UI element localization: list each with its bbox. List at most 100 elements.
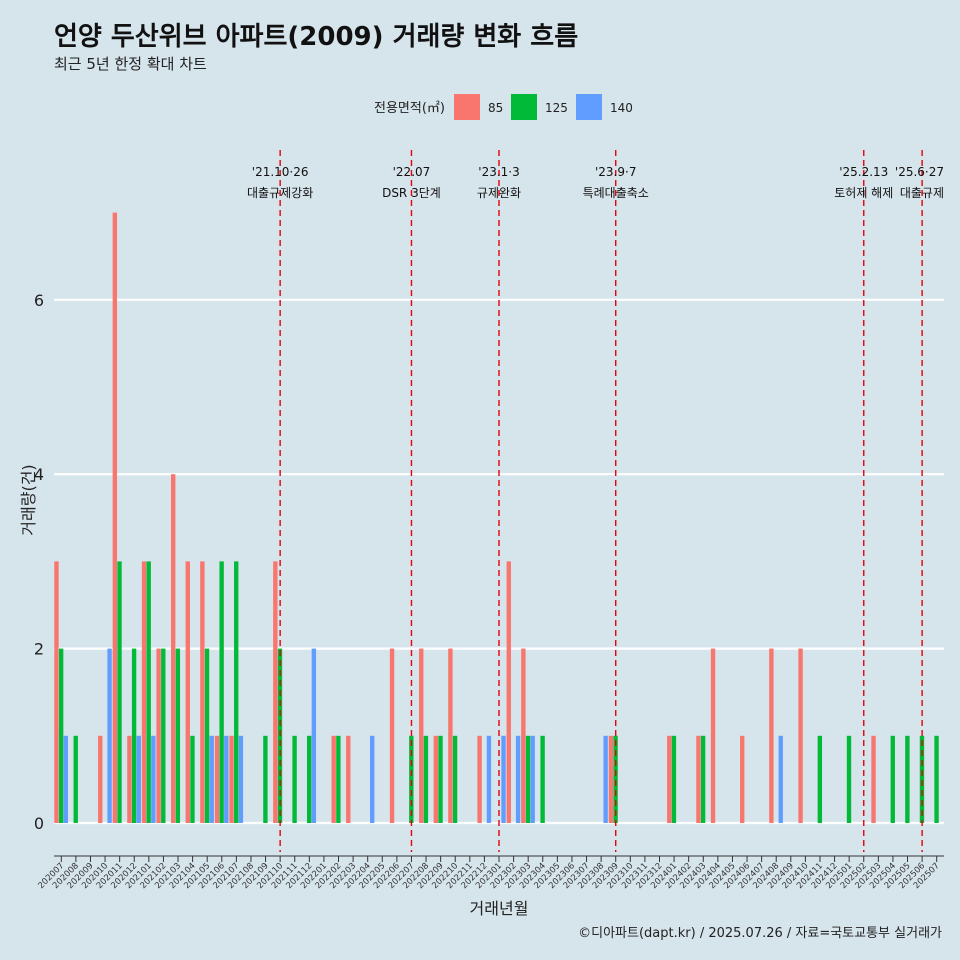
bar-140-202302 [515,735,521,823]
annotation-label: 토허제 해제 [834,186,893,200]
bar-85-202106 [214,735,220,823]
bar-125-202103 [175,648,181,823]
bar-125-202107 [234,561,239,823]
bar-85-202102 [156,648,161,823]
bar-125-202209 [438,735,443,823]
bar-125-202105 [204,648,210,823]
bar-85-202203 [346,735,351,823]
bar-140-202303 [530,735,535,823]
legend-label-85: 85 [488,101,503,115]
bar-140-202105 [209,735,214,823]
annotation-label: DSR 3단계 [382,186,441,200]
bar-85-202410 [798,648,803,823]
annotation-label: 규제완화 [477,186,521,200]
bar-85-202206 [389,648,395,823]
bar-125-202506 [919,735,925,823]
bar-125-202008 [73,735,78,823]
bar-125-202309 [613,735,618,823]
annotation-date: '22.07 [393,165,431,179]
bar-140-202007 [63,735,68,823]
bar-85-202107 [229,735,234,823]
bar-125-202202 [336,735,341,823]
bar-125-202012 [131,648,137,823]
bar-85-202302 [506,561,511,823]
bar-85-202406 [740,735,745,823]
bar-125-202102 [161,648,166,823]
bar-85-202401 [667,735,672,823]
legend-swatch-140 [576,94,602,120]
bar-140-202106 [224,735,229,823]
bar-125-202210 [452,735,458,823]
annotation-date: '25.6·27 [895,165,944,179]
legend-label-140: 140 [610,101,633,115]
bar-85-202209 [433,735,439,823]
y-tick-label: 6 [34,291,44,310]
legend-swatch-85 [454,94,480,120]
bar-125-202104 [190,735,195,823]
bar-125-202304 [540,735,545,823]
bar-85-202202 [331,735,336,823]
bar-125-202411 [817,735,823,823]
bar-125-202507 [934,735,939,823]
bar-125-202109 [263,735,268,823]
bar-125-202303 [525,735,531,823]
bar-85-202408 [769,648,774,823]
bar-140-202112 [311,648,317,823]
annotation-date: '21.10·26 [252,165,309,179]
bar-125-202501 [846,735,852,823]
bar-125-202403 [700,735,706,823]
bar-85-202101 [141,561,147,823]
bar-85-202007 [54,561,59,823]
y-tick-label: 0 [34,814,44,833]
bar-125-202112 [306,735,312,823]
y-axis-title: 거래량(건) [19,464,38,535]
y-tick-label: 2 [34,640,44,659]
bar-125-202111 [292,735,297,823]
bar-85-202212 [477,735,482,823]
bar-125-202101 [146,561,151,823]
bar-85-202403 [696,735,701,823]
annotation-label: 대출규제강화 [247,186,313,200]
bar-85-202503 [871,735,876,823]
legend-swatch-125 [511,94,537,120]
bar-140-202204 [370,735,375,823]
bar-125-202207 [409,735,414,823]
bar-85-202012 [127,735,132,823]
bar-125-202208 [423,735,429,823]
bar-85-202404 [710,648,716,823]
bar-85-202105 [200,561,205,823]
chart-caption: ©디아파트(dapt.kr) / 2025.07.26 / 자료=국토교통부 실… [578,926,942,941]
bar-125-202007 [58,648,64,823]
bar-85-202309 [608,735,614,823]
bar-140-202308 [603,735,608,823]
bar-140-202107 [238,735,244,823]
bar-125-202401 [671,735,677,823]
annotation-label: 특례대출축소 [583,186,649,200]
bar-85-202011 [112,212,118,824]
bar-85-202303 [521,648,526,823]
bar-140-202012 [136,735,141,823]
bar-140-202010 [107,648,112,823]
legend-title: 전용면적(㎡) [374,101,445,116]
bar-125-202505 [905,735,910,823]
x-axis-title: 거래년월 [470,899,529,918]
bar-140-202301 [501,735,506,823]
bar-85-202103 [171,474,176,823]
bar-140-202101 [151,735,156,823]
bar-140-202408 [778,735,783,823]
legend-label-125: 125 [545,101,568,115]
chart-subtitle: 최근 5년 한정 확대 차트 [54,55,207,73]
bar-125-202504 [890,735,895,823]
y-tick-label: 4 [34,465,44,484]
annotation-date: '23.9·7 [595,165,636,179]
annotation-date: '23.1·3 [478,165,519,179]
annotation-date: '25.2.13 [839,165,888,179]
bar-140-202212 [486,735,492,823]
bar-85-202010 [98,735,103,823]
annotation-label: 대출규제 [900,186,944,200]
chart-title: 언양 두산위브 아파트(2009) 거래량 변화 흐름 [54,22,579,52]
bar-85-202210 [448,648,453,823]
bar-85-202110 [273,561,278,823]
bar-125-202106 [219,561,224,823]
